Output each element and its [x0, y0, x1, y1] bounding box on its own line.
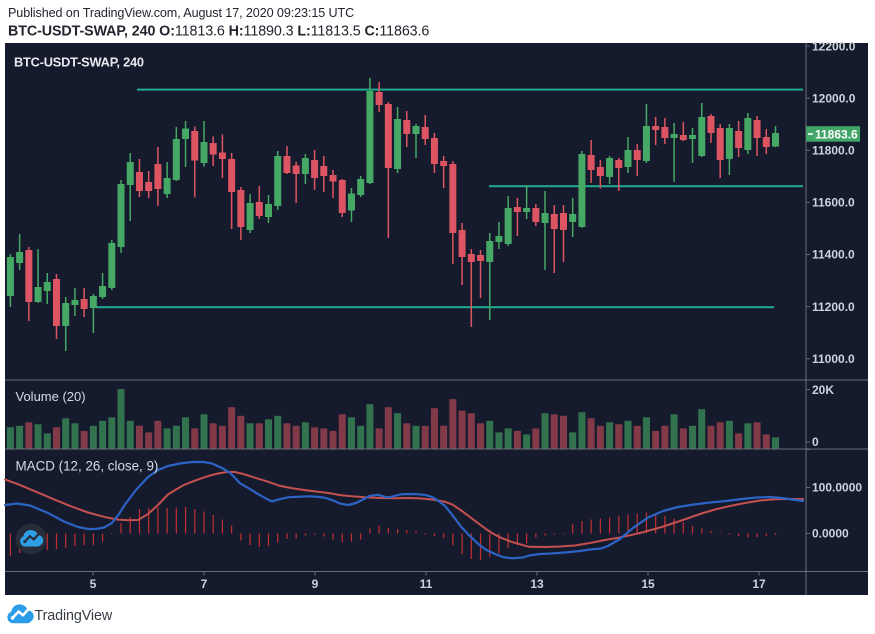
svg-text:Published on TradingView.com,: Published on TradingView.com, August 17,… [8, 6, 354, 20]
svg-text:0: 0 [812, 435, 819, 449]
svg-text:BTC-USDT-SWAP, 240: BTC-USDT-SWAP, 240 [14, 55, 144, 70]
svg-text:12200.0: 12200.0 [812, 39, 856, 53]
svg-text:TradingView: TradingView [35, 608, 113, 624]
svg-text:11: 11 [420, 577, 433, 591]
svg-text:11000.0: 11000.0 [812, 352, 855, 366]
svg-text:11200.0: 11200.0 [812, 300, 855, 314]
svg-text:MACD (12, 26, close, 9): MACD (12, 26, close, 9) [16, 459, 159, 474]
svg-text:BTC-USDT-SWAP, 240 O:11813.6 H: BTC-USDT-SWAP, 240 O:11813.6 H:11890.3 L… [8, 24, 429, 40]
svg-text:17: 17 [752, 577, 766, 591]
svg-text:7: 7 [201, 577, 208, 591]
svg-text:20K: 20K [812, 383, 834, 397]
svg-text:11863.6: 11863.6 [815, 127, 858, 141]
svg-text:5: 5 [90, 577, 97, 591]
svg-text:11600.0: 11600.0 [812, 196, 855, 210]
svg-text:9: 9 [312, 577, 319, 591]
svg-text:11800.0: 11800.0 [812, 144, 855, 158]
svg-text:15: 15 [641, 577, 655, 591]
svg-text:100.0000: 100.0000 [812, 481, 862, 495]
svg-text:Volume (20): Volume (20) [16, 389, 86, 404]
svg-text:13: 13 [530, 577, 544, 591]
svg-text:11400.0: 11400.0 [812, 248, 855, 262]
svg-text:12000.0: 12000.0 [812, 91, 856, 105]
svg-text:0.0000: 0.0000 [812, 527, 849, 541]
